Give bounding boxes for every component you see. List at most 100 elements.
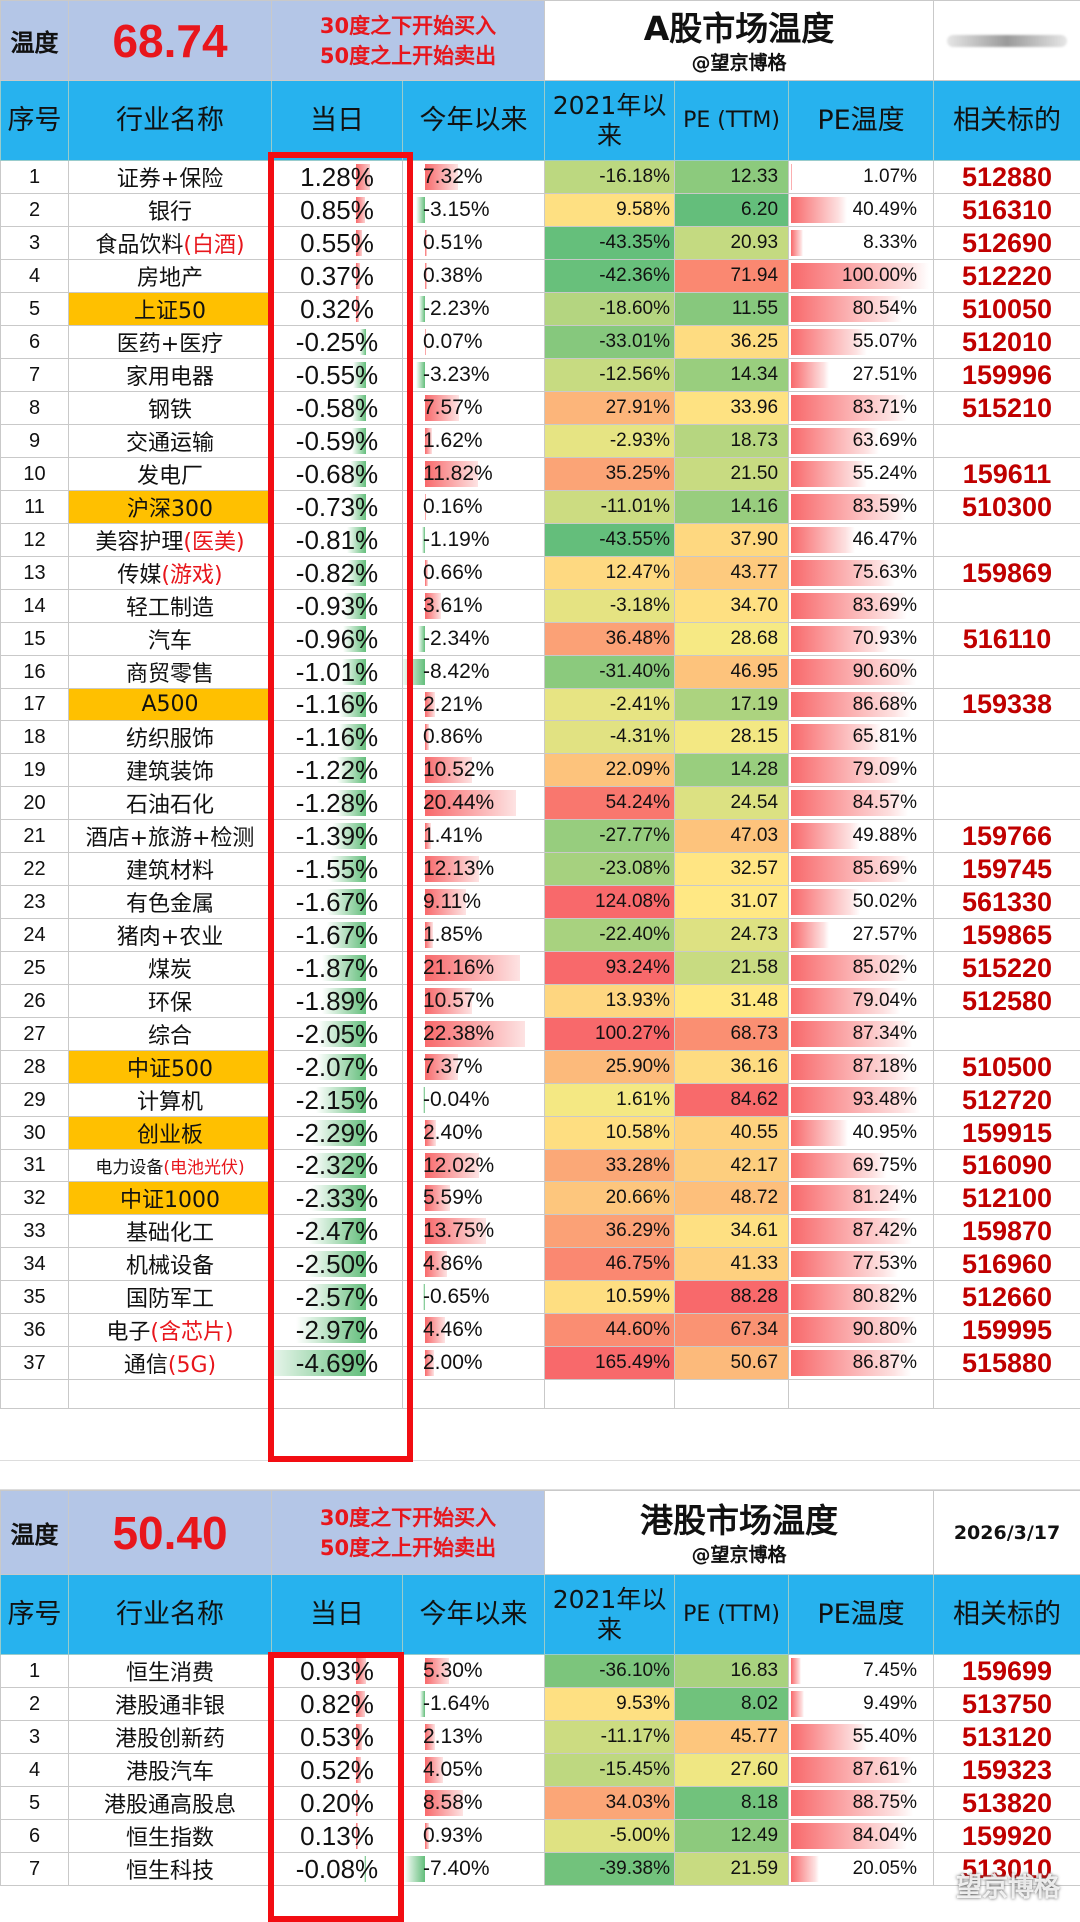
pe-temp-value: 40.95% [852, 1122, 918, 1143]
daily-bar [356, 1658, 366, 1684]
daily-value: 0.53% [300, 1721, 374, 1752]
pe-temperature: 83.59% [788, 490, 935, 524]
industry-name-text: 沪深300 [127, 497, 213, 522]
pe-temp-bar [791, 428, 879, 454]
row-index: 24 [0, 918, 69, 952]
pe-temp-value: 79.04% [852, 990, 918, 1011]
ytd-change: -8.42% [401, 655, 546, 689]
industry-name: 港股创新药 [68, 1720, 272, 1754]
ytd-bar [425, 1350, 434, 1376]
ytd-value: 12.02% [423, 1153, 495, 1177]
daily-bar [364, 1856, 366, 1882]
ytd-change: -1.64% [401, 1687, 546, 1721]
table-row: 30 创业板 -2.29% 2.40% 10.58% 40.55 40.95% 159915 [0, 1116, 1080, 1150]
pe-temp-bar [791, 263, 930, 289]
daily-bar [347, 527, 366, 553]
col-idx: 序号 [0, 1574, 69, 1655]
related-code: 159920 [933, 1819, 1080, 1853]
since-2021: 1.61% [544, 1083, 676, 1117]
daily-change: -2.33% [271, 1181, 403, 1215]
daily-bar [338, 692, 366, 717]
pe-temperature: 86.68% [788, 688, 935, 721]
related-code: 512010 [933, 325, 1080, 359]
ytd-value: 0.93% [423, 1824, 483, 1847]
daily-bar [356, 197, 365, 223]
related-code: 515210 [933, 391, 1080, 425]
row-index: 37 [0, 1346, 69, 1380]
row-index: 18 [0, 720, 69, 754]
pe-temp-bar [791, 1153, 888, 1178]
daily-value: -1.16% [295, 721, 379, 752]
ytd-change: 2.21% [401, 688, 546, 721]
pe-temp-value: 7.45% [863, 1660, 918, 1681]
table-row: 3 港股创新药 0.53% 2.13% -11.17% 45.77 55.40% 513120 [0, 1720, 1080, 1754]
ytd-change: -0.04% [401, 1083, 546, 1117]
pe-ttm: 6.20 [674, 193, 790, 227]
daily-value: -2.05% [295, 1018, 379, 1049]
industry-name-text: 电子 [106, 1320, 151, 1345]
pe-temperature: 86.87% [788, 1346, 935, 1380]
daily-change: -0.68% [271, 457, 403, 491]
pe-temp-bar [791, 593, 907, 619]
row-index: 19 [0, 753, 69, 787]
table-row: 21 酒店+旅游+检测 -1.39% 1.41% -27.77% 47.03 49.88% 1… [0, 819, 1080, 853]
pe-ttm: 28.15 [674, 720, 790, 754]
title-main: A股市场温度 [643, 8, 835, 48]
table-date: 2026/3/17 [933, 1490, 1080, 1575]
pe-ttm: 21.58 [674, 951, 790, 985]
table-row: 31 电力设备(电池光伏) -2.32% 12.02% 33.28% 42.17 69.75… [0, 1149, 1080, 1182]
table-row: 6 恒生指数 0.13% 0.93% -5.00% 12.49 84.04% 159920 [0, 1819, 1080, 1853]
row-index: 33 [0, 1214, 69, 1248]
daily-bar [305, 1284, 366, 1310]
spacer-cell [271, 1379, 403, 1409]
table-row: 20 石油石化 -1.28% 20.44% 54.24% 24.54 84.57% [0, 786, 1080, 820]
ytd-change: -2.23% [401, 292, 546, 326]
pe-temp-bar [791, 790, 908, 816]
pe-temperature: 27.51% [788, 358, 935, 392]
ytd-value: 4.46% [423, 1318, 483, 1341]
daily-value: 0.32% [300, 293, 374, 324]
table-row: 3 食品饮料(白酒) 0.55% 0.51% -43.35% 20.93 8.33% 5126… [0, 226, 1080, 260]
daily-bar [311, 1153, 366, 1178]
table-row: 7 恒生科技 -0.08% -7.40% -39.38% 21.59 20.05% 51301… [0, 1852, 1080, 1886]
ytd-change: 2.13% [401, 1720, 546, 1754]
daily-bar [307, 1251, 366, 1277]
industry-name-text: 美容护理 [95, 530, 184, 555]
ytd-bar [425, 922, 434, 948]
industry-name-text: 计算机 [136, 1090, 203, 1115]
ytd-bar [425, 395, 459, 421]
related-code: 510050 [933, 292, 1080, 326]
pe-ttm: 24.73 [674, 918, 790, 952]
pe-temp-value: 80.82% [852, 1286, 918, 1307]
industry-name: 交通运输 [68, 424, 272, 458]
pe-temp-value: 80.54% [852, 298, 918, 319]
daily-bar [346, 560, 366, 586]
row-index: 32 [0, 1181, 69, 1215]
ytd-bar [425, 790, 517, 816]
related-code: 159996 [933, 358, 1080, 392]
table-row: 32 中证1000 -2.33% 5.59% 20.66% 48.72 81.24% 5121… [0, 1181, 1080, 1215]
daily-value: 0.93% [300, 1655, 374, 1686]
table-row: 25 煤炭 -1.87% 21.16% 93.24% 21.58 85.02% 515220 [0, 951, 1080, 985]
row-index: 10 [0, 457, 69, 491]
daily-bar [308, 1218, 366, 1244]
pe-temp-value: 100.00% [842, 265, 918, 286]
ytd-change: 0.38% [401, 259, 546, 293]
since-2021: 35.25% [544, 457, 676, 491]
a-share-table: 温度 68.74 30度之下开始买入 50度之上开始卖出 A股市场温度 @望京博… [0, 0, 1080, 1409]
pe-temp-value: 46.47% [852, 529, 918, 550]
daily-bar [317, 1054, 366, 1080]
ytd-change: 10.57% [401, 984, 546, 1018]
daily-value: -1.89% [295, 985, 379, 1016]
pe-temp-bar [791, 197, 847, 223]
ytd-value: 7.57% [423, 396, 483, 419]
daily-value: -1.87% [295, 952, 379, 983]
pe-ttm: 36.25 [674, 325, 790, 359]
ytd-bar [425, 329, 426, 355]
pe-temp-bar [791, 494, 907, 520]
row-index: 25 [0, 951, 69, 985]
table-row: 5 上证50 0.32% -2.23% -18.60% 11.55 80.54% 510050 [0, 292, 1080, 326]
since-2021: 124.08% [544, 885, 676, 919]
industry-name-text: 传媒 [117, 563, 162, 588]
industry-name: 电子(含芯片) [68, 1313, 272, 1347]
